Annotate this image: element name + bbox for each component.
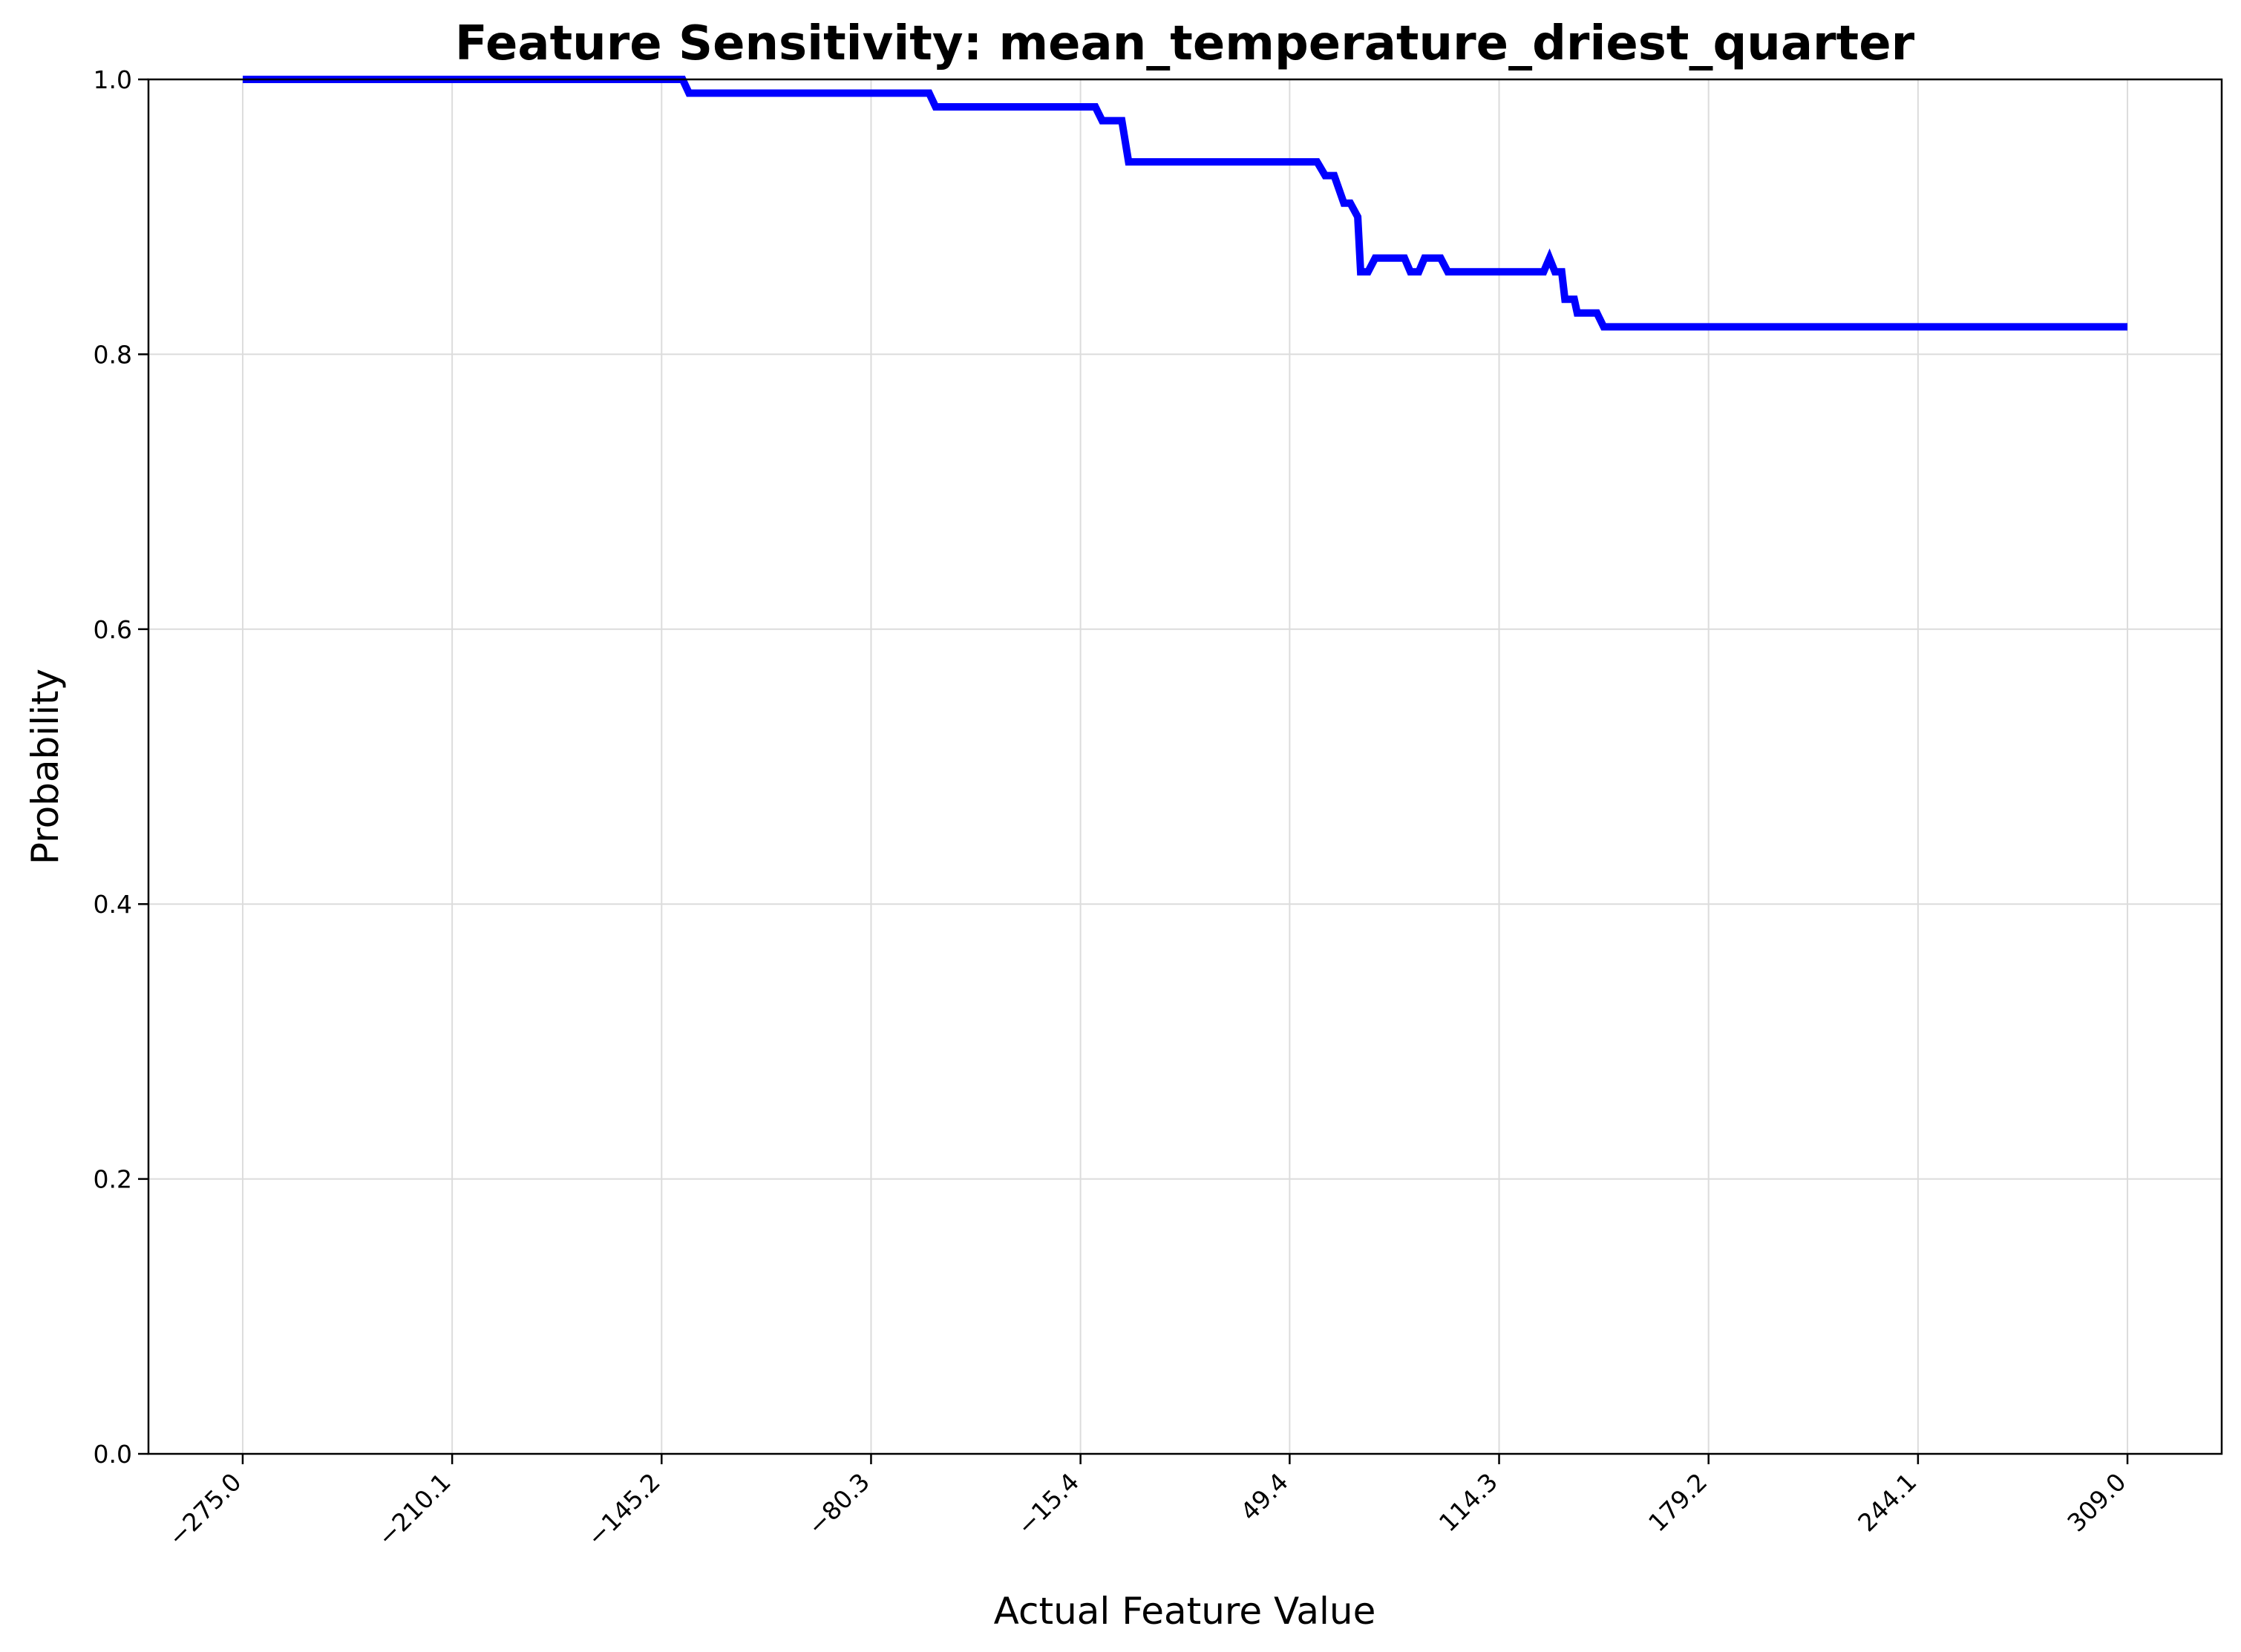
x-tick-label: −275.0 bbox=[163, 1467, 247, 1552]
series-line-0 bbox=[243, 76, 2127, 331]
x-tick-label: 114.3 bbox=[1433, 1467, 1503, 1537]
axis-ticks: −275.0 −210.1 −145.2 −80.3 −15.4 49.4 114.3 179… bbox=[94, 65, 2132, 1552]
grid-lines bbox=[148, 79, 2222, 1455]
y-tick-label: 0.6 bbox=[94, 615, 132, 644]
y-tick-label: 1.0 bbox=[94, 65, 132, 94]
series-layer bbox=[243, 76, 2127, 331]
x-tick-label: −145.2 bbox=[581, 1467, 666, 1552]
chart-title: Feature Sensitivity: mean_temperature_dr… bbox=[455, 16, 1915, 71]
y-tick-label: 0.4 bbox=[94, 890, 132, 919]
x-tick-label: −80.3 bbox=[802, 1467, 875, 1541]
x-tick-label: 309.0 bbox=[2061, 1467, 2131, 1537]
y-tick-label: 0.2 bbox=[94, 1165, 132, 1194]
x-tick-label: −210.1 bbox=[372, 1467, 457, 1552]
x-tick-label: 179.2 bbox=[1643, 1467, 1712, 1537]
x-tick-label: −15.4 bbox=[1011, 1467, 1084, 1541]
y-tick-label: 0.0 bbox=[94, 1440, 132, 1469]
plot-frame bbox=[147, 78, 2223, 1455]
x-tick-label: 49.4 bbox=[1234, 1467, 1294, 1527]
y-axis-label: Probability bbox=[24, 669, 67, 865]
x-tick-label: 244.1 bbox=[1852, 1467, 1922, 1537]
x-axis-label: Actual Feature Value bbox=[994, 1590, 1376, 1633]
y-tick-label: 0.8 bbox=[94, 340, 132, 369]
